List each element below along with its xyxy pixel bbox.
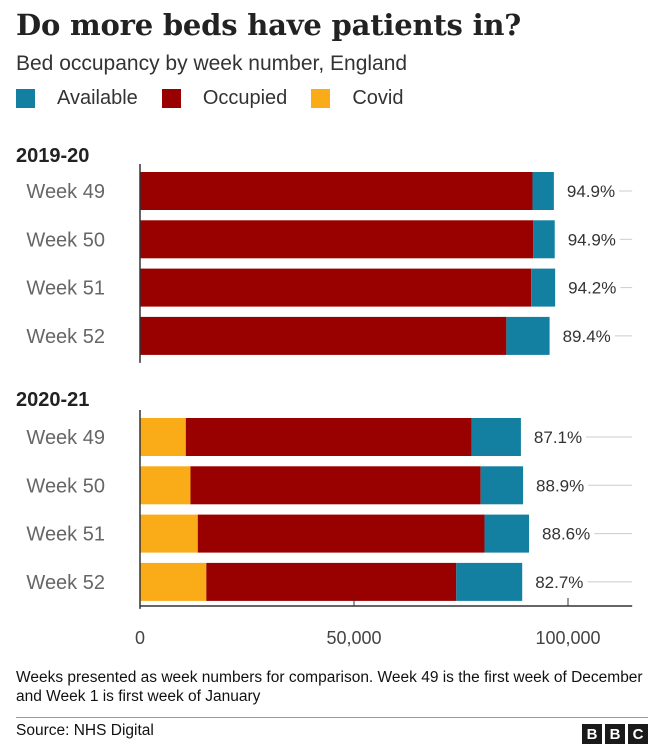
bar-segment-occupied (140, 220, 534, 259)
bar-segment-available (533, 220, 555, 259)
legend-swatch-covid (311, 89, 331, 108)
bar-segment-occupied (140, 316, 507, 355)
x-tick-label: 100,000 (535, 628, 600, 648)
legend: Available Occupied Covid (16, 87, 427, 110)
legend-swatch-occupied (161, 89, 181, 108)
pct-label: 89.4% (563, 327, 611, 346)
pct-label: 94.2% (568, 279, 616, 298)
footer-divider (16, 717, 648, 718)
legend-item-available: Available (16, 87, 138, 110)
bar-segment-available (484, 514, 530, 553)
x-tick-label: 50,000 (326, 628, 381, 648)
bar-segment-covid (140, 418, 186, 456)
category-label: Week 51 (26, 278, 105, 300)
footnote: Weeks presented as week numbers for comp… (16, 669, 643, 705)
legend-swatch-available (16, 89, 35, 108)
chart-title: Do more beds have patients in? (16, 8, 522, 42)
bar-segment-available (532, 172, 554, 210)
bar-segment-covid (140, 514, 198, 553)
chart-subtitle: Bed occupancy by week number, England (16, 52, 408, 75)
x-tick-label: 0 (135, 628, 145, 648)
bbc-logo-letter: C (628, 724, 648, 744)
category-label: Week 50 (26, 475, 105, 497)
category-label: Week 51 (26, 524, 105, 546)
pct-label: 88.9% (536, 476, 584, 495)
bbc-logo-letter: B (582, 724, 602, 744)
bar-chart: 2019-20 94.9% Week 49 94.9% Week 50 94.2% Week… (16, 145, 633, 648)
bar-segment-available (471, 418, 521, 456)
legend-label-available: Available (57, 87, 138, 109)
pct-label: 88.6% (542, 525, 590, 544)
bar-segment-available (506, 316, 550, 355)
category-label: Week 52 (26, 572, 105, 594)
source-label: Source: NHS Digital (16, 722, 154, 739)
category-label: Week 49 (26, 427, 105, 449)
bar-segment-occupied (140, 268, 532, 307)
bar-segment-available (531, 268, 556, 307)
legend-item-covid: Covid (311, 87, 403, 110)
bbc-logo: B B C (579, 724, 648, 744)
bar-segment-covid (140, 466, 191, 505)
bar-segment-covid (140, 562, 207, 601)
legend-item-occupied: Occupied (161, 87, 288, 110)
bar-segment-occupied (140, 172, 533, 210)
bar-segment-occupied (190, 466, 481, 505)
bar-segment-occupied (185, 418, 472, 456)
pct-label: 94.9% (568, 230, 616, 249)
bar-segment-occupied (206, 562, 457, 601)
group-label: 2019-20 (16, 145, 89, 167)
bar-segment-available (456, 562, 523, 601)
legend-label-occupied: Occupied (202, 87, 288, 109)
bbc-logo-letter: B (605, 724, 625, 744)
legend-label-covid: Covid (352, 87, 404, 109)
pct-label: 82.7% (535, 573, 583, 592)
bar-segment-occupied (197, 514, 485, 553)
group-label: 2020-21 (16, 389, 89, 411)
category-label: Week 52 (26, 326, 105, 348)
pct-label: 94.9% (567, 182, 615, 201)
bar-segment-available (480, 466, 524, 505)
category-label: Week 49 (26, 181, 105, 203)
category-label: Week 50 (26, 229, 105, 251)
pct-label: 87.1% (534, 428, 582, 447)
